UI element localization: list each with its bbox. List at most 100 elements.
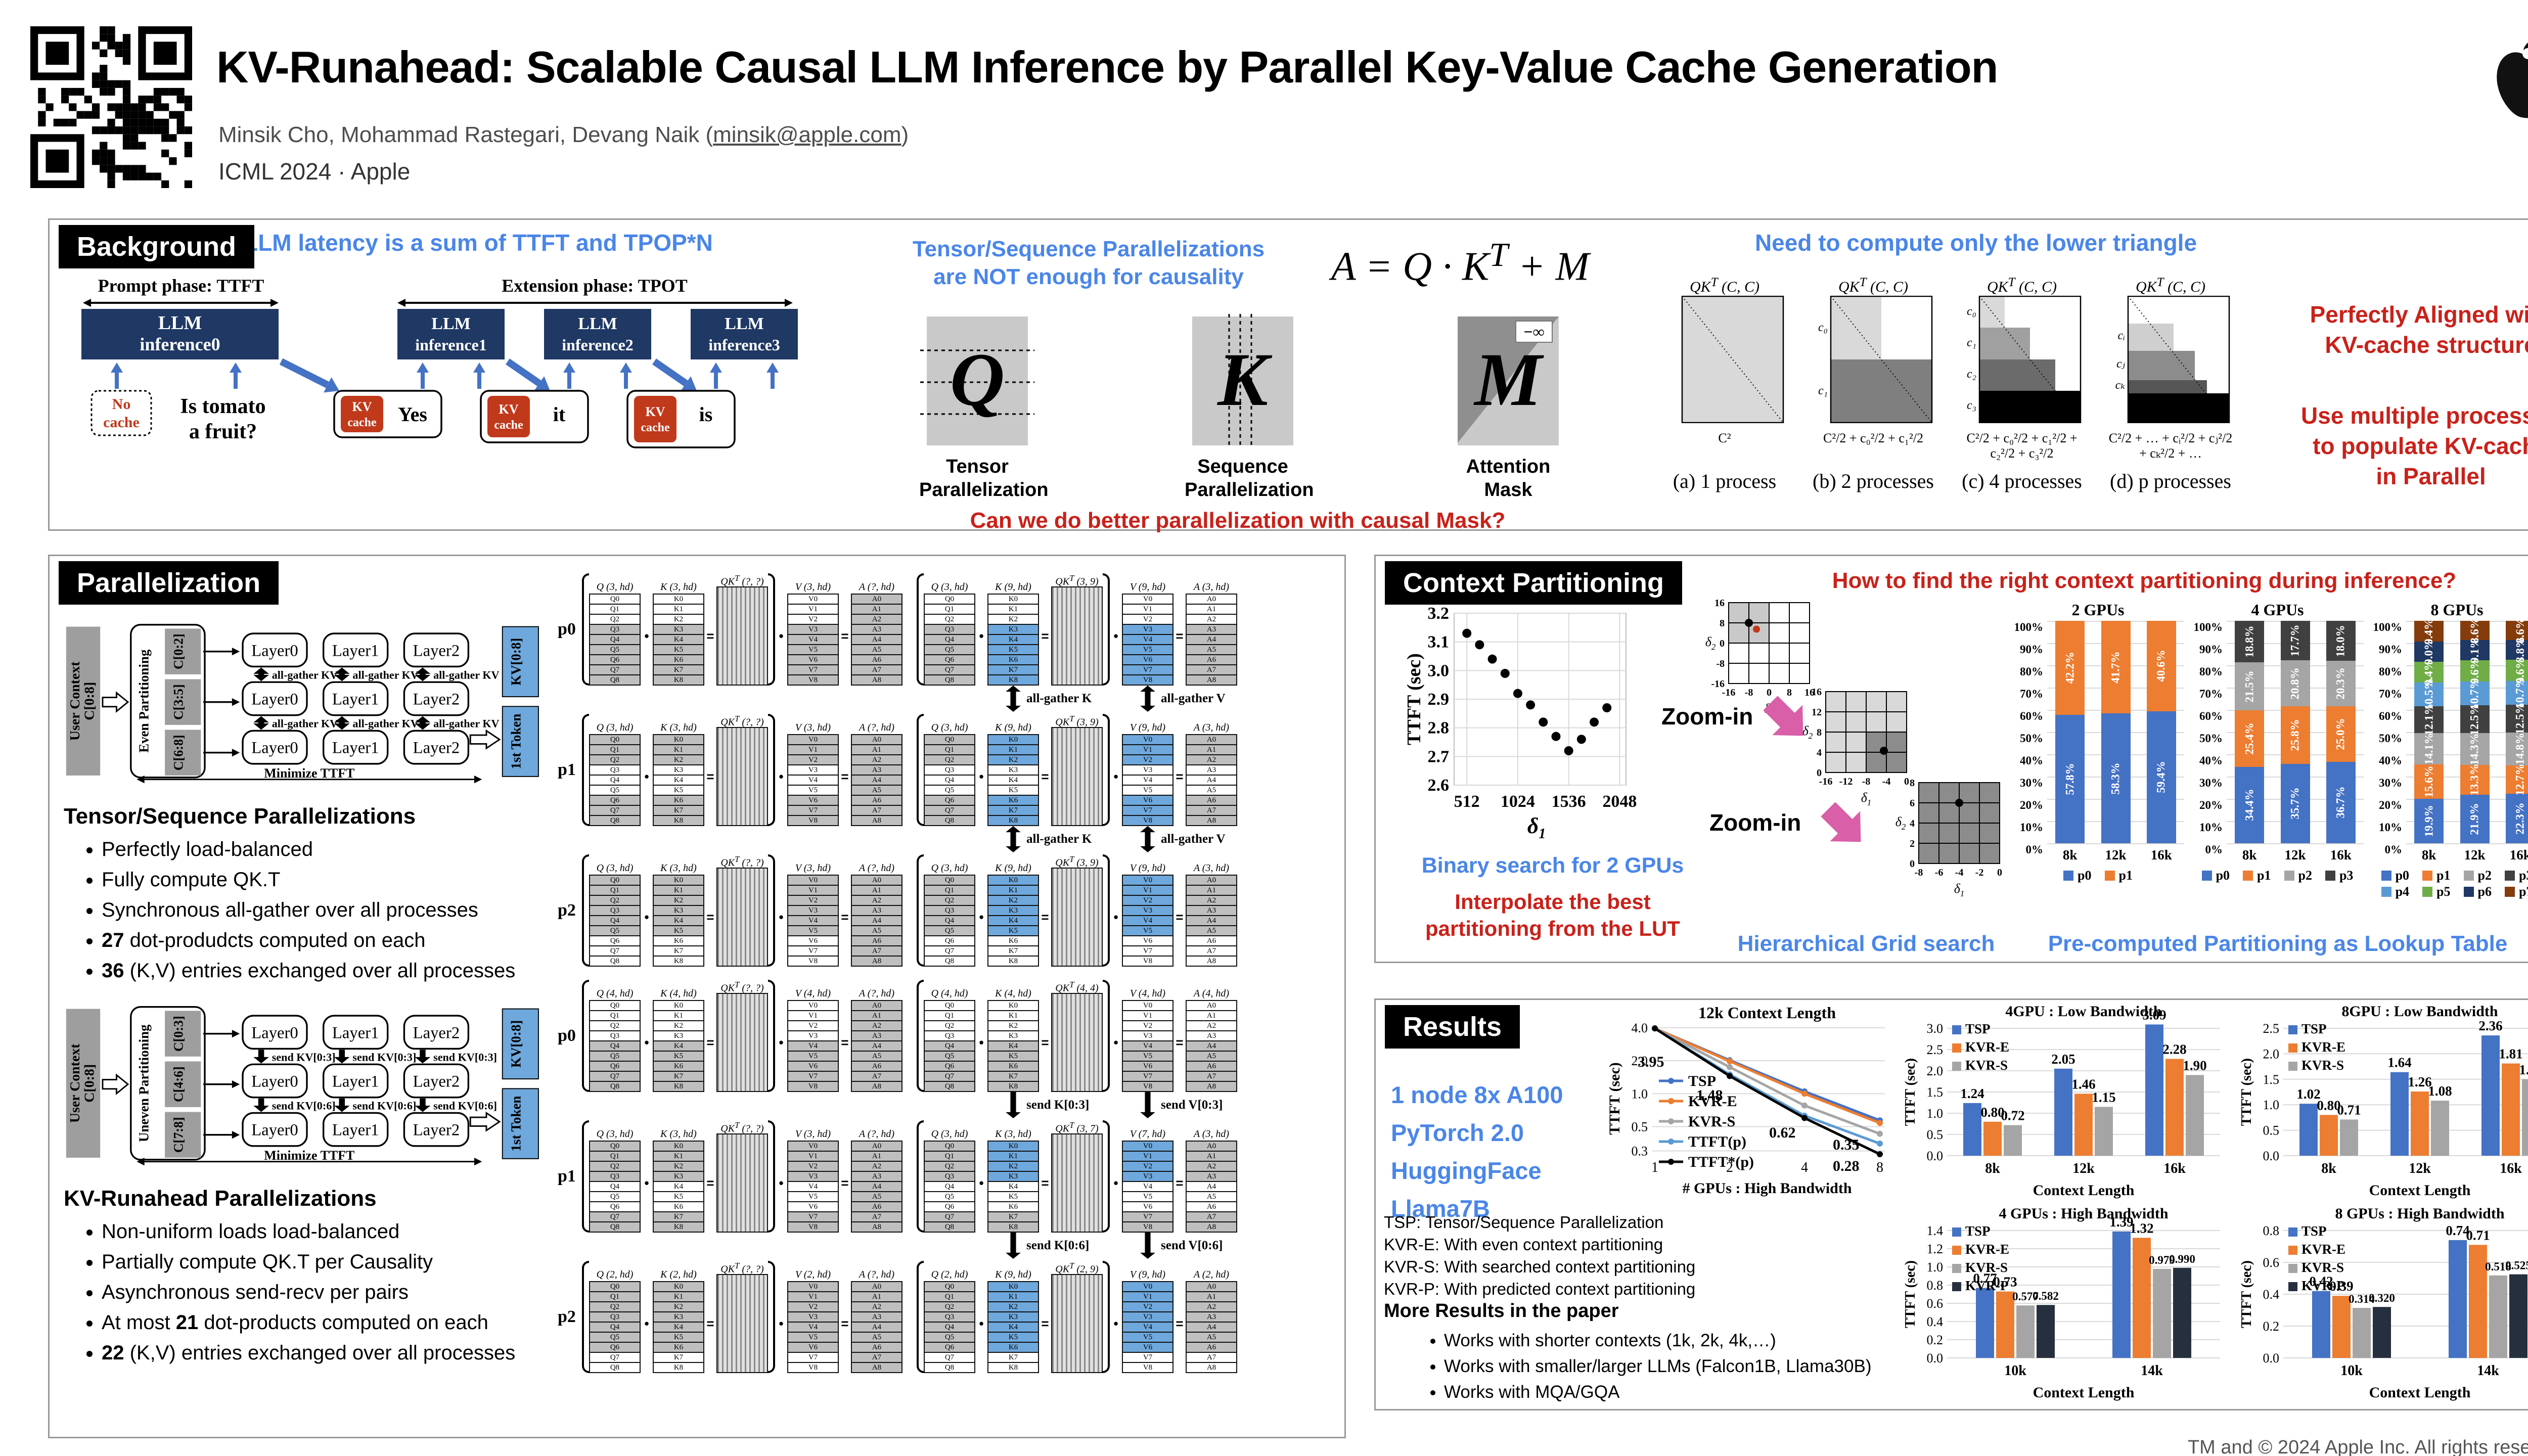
- matrix-cell: A1: [851, 885, 902, 896]
- qkm-figure: K Sequence Parallelization: [1185, 314, 1314, 502]
- matrix-cell: K1: [987, 604, 1039, 615]
- matrix-cell: V8: [1122, 1081, 1173, 1092]
- stacked-bars: 19.9% 15.6% 14.1% 12.1% 10.5% 9.4% 9.0% 9.4% 21.…: [2406, 617, 2528, 844]
- legend-item: p5: [2422, 884, 2451, 899]
- matrix-cell: V6: [1122, 935, 1173, 946]
- matrix-cell: V5: [1122, 644, 1173, 655]
- layer-label: Layer1: [332, 1121, 379, 1140]
- user-context-box: [66, 626, 101, 776]
- y-tick: 0.2: [2263, 1319, 2280, 1334]
- layer-box: [323, 632, 389, 668]
- process-header: QKT (C, C): [2135, 276, 2206, 295]
- stacked-segment: 21.5%: [2235, 662, 2265, 710]
- matrix-cell: K1: [987, 1291, 1039, 1302]
- text-line: KVR-S: With searched context partitionin…: [1384, 1257, 1696, 1276]
- legend-item: p4: [2381, 884, 2409, 899]
- matrix-cell: K3: [987, 1030, 1039, 1041]
- context-chunk-label: C[0:2]: [171, 633, 186, 669]
- matrix-cell: Q7: [924, 1211, 975, 1222]
- x-tick: 16k: [2500, 1161, 2522, 1176]
- matrix-cell: A2: [1186, 614, 1237, 625]
- matrix-column: Q (3, hd) Q0 Q1 Q2 Q3 Q4 Q5 Q6 Q7 Q8: [924, 581, 975, 686]
- grid-x-tick: -8: [1915, 867, 1923, 878]
- process-figure: QKT (C, C) c₀ c₁ C²/2 + c₀²/2 + c₁²/2 (b) 2 …: [1811, 276, 1935, 493]
- gridline: [2227, 843, 2364, 844]
- grid-search-figure: 16 12 8 4 0 -16 -12 -8 -4 0 δ2 δ1: [1796, 687, 1933, 810]
- matrix-column-header: V (3, hd): [795, 581, 831, 593]
- x-tick: 2048: [1602, 792, 1637, 811]
- matrix-cell: Q2: [589, 1020, 641, 1031]
- context-chunk-label: C[4:6]: [171, 1066, 186, 1102]
- chunk-side-label: cᵢ: [2118, 329, 2125, 342]
- matrix-cell: Q8: [924, 1081, 975, 1092]
- bar: [2332, 1296, 2351, 1358]
- bullet-item: At most 21 dot-products computed on each: [102, 1307, 552, 1338]
- matrix-cell: K0: [987, 594, 1039, 605]
- bar-value-label: 0.72: [2001, 1108, 2024, 1123]
- y-tick: 1.0: [2263, 1098, 2280, 1112]
- dot-operator: •: [779, 628, 784, 644]
- matrix-cell: A5: [1186, 1191, 1237, 1202]
- matrix-column-header: QKT (?, ?): [720, 714, 764, 728]
- matrix-cell: Q5: [924, 785, 975, 796]
- x-tick: 2: [1726, 1160, 1733, 1175]
- extension-phase-label: Extension phase: TPOT: [502, 276, 687, 296]
- open-bracket: [582, 573, 589, 686]
- matrix-cell: V5: [787, 1332, 839, 1343]
- equals-operator: =: [1176, 1315, 1184, 1331]
- matrix-column: Q (4, hd) Q0 Q1 Q2 Q3 Q4 Q5 Q6 Q7 Q8: [924, 988, 975, 1092]
- y-tick: 3.0: [1428, 661, 1450, 680]
- matrix-column: QKT (4, 4): [1051, 980, 1103, 1092]
- matrix-cell: Q4: [924, 775, 975, 786]
- zoom-in-label: Zoom-in: [1709, 809, 1801, 836]
- matrix-cell: Q8: [589, 815, 641, 826]
- matrix-cell: Q5: [924, 925, 975, 936]
- chunk-side-label: cₖ: [2115, 379, 2126, 392]
- matrix-cell: V1: [787, 1151, 839, 1162]
- matrix-cell: Q4: [924, 634, 975, 645]
- matrix-cell: V6: [1122, 795, 1173, 806]
- output-label: KV[0:8]: [508, 638, 523, 686]
- matrix-column-header: V (3, hd): [795, 1128, 831, 1140]
- matrix-cell: V0: [1122, 1141, 1173, 1152]
- bar-value-label: 0.71: [2337, 1102, 2361, 1117]
- parallelization-panel: Parallelization User Context C[0:8] Even P…: [48, 555, 1346, 1438]
- bar: [2153, 1268, 2171, 1358]
- kv-output-box: [502, 626, 539, 698]
- matrix-cell: A2: [1186, 1020, 1237, 1031]
- stacked-segment: 20.8%: [2280, 660, 2310, 707]
- matrix-cell: Q0: [589, 594, 641, 605]
- matrix-cell: V5: [787, 644, 839, 655]
- equals-operator: =: [1041, 628, 1049, 644]
- matrix-column-header: K (9, hd): [995, 862, 1031, 874]
- matrix-cell: K1: [653, 744, 704, 755]
- matrix-cell: Q4: [924, 915, 975, 926]
- stacked-plot: 100% 90% 80% 70% 60% 50% 40% 30% 20% 10% 0% 19.9% 15…: [2371, 617, 2528, 856]
- matrix-glyph: K: [1216, 338, 1273, 422]
- bullet-item: Asynchronous send-recv per pairs: [102, 1277, 552, 1307]
- line-marker: [1877, 1130, 1883, 1137]
- matrix-cell: K4: [653, 1181, 704, 1192]
- matrix-group: Q (3, hd) Q0 Q1 Q2 Q3 Q4 Q5 Q6 Q7 Q8 • K (9, hd) K0 K…: [917, 854, 1237, 967]
- bar: [2312, 1291, 2330, 1358]
- stacked-segment: 41.7%: [2101, 621, 2131, 714]
- matrix-group: Q (4, hd) Q0 Q1 Q2 Q3 Q4 Q5 Q6 Q7 Q8 • K (4, hd) K0 K…: [917, 980, 1237, 1092]
- matrix-cell: A1: [1186, 604, 1237, 615]
- matrix-cell: Q4: [589, 775, 641, 786]
- matrix-cell: A6: [1186, 654, 1237, 665]
- matrix-column: K (3, hd) K0 K1 K2 K3 K4 K5 K6 K7 K8: [653, 862, 704, 967]
- annotation: 1.48: [1696, 1087, 1723, 1104]
- matrix-column: V (9, hd) V0 V1 V2 V3 V4 V5 V6 V7 V8: [1122, 1269, 1173, 1373]
- transfer-arrow: all-gather V: [1139, 686, 1226, 712]
- matrix-group: Q (2, hd) Q0 Q1 Q2 Q3 Q4 Q5 Q6 Q7 Q8 • K (9, hd) K0 K…: [917, 1261, 1237, 1373]
- layer-label: Layer2: [413, 1121, 460, 1140]
- lut-note: Pre-computed Partitioning as Lookup Tabl…: [2048, 931, 2508, 956]
- matrix-cell: A0: [1186, 1000, 1237, 1011]
- email-link[interactable]: minsik@apple.com: [713, 122, 901, 147]
- matrix-cell: Q6: [924, 795, 975, 806]
- matrix-cell: A4: [1186, 775, 1237, 786]
- bar: [2489, 1275, 2507, 1358]
- matrix-cell: A7: [851, 805, 902, 816]
- transfer-arrow: send V[0:6]: [1139, 1233, 1223, 1259]
- matrix-cell: V4: [1122, 1040, 1173, 1052]
